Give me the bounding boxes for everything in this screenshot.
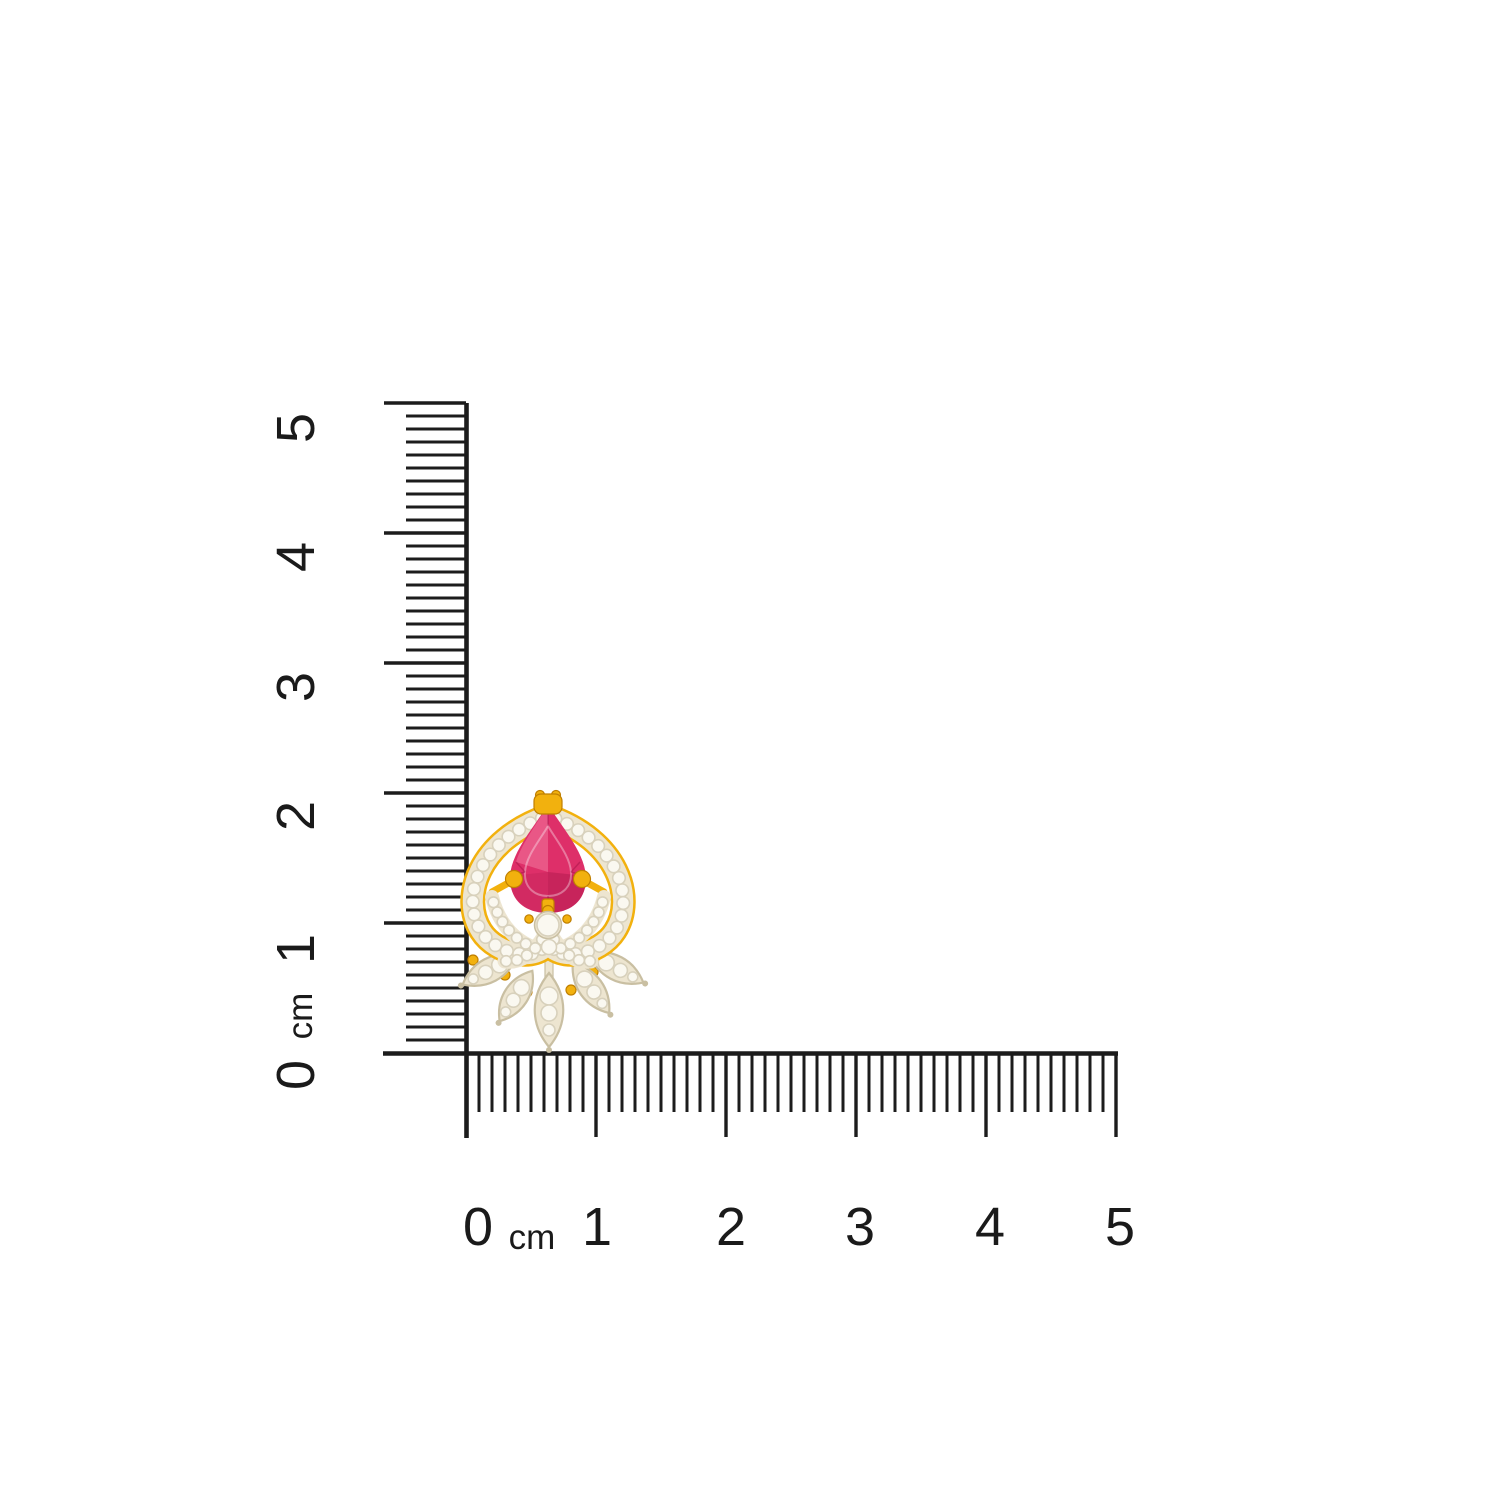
earring-photo [457,789,649,1053]
horizontal-ruler [383,1051,1118,1137]
vertical-ruler-label-1: 1 [266,933,326,965]
vertical-ruler-label-5: 5 [266,412,326,444]
horizontal-ruler-label-5: 5 [1104,1197,1136,1257]
horizontal-ruler-label-1: 1 [581,1197,613,1257]
petal-left [495,969,535,1026]
gold-prongs [504,789,592,918]
petal-bottom [533,971,565,1053]
petal-right [571,961,614,1018]
horizontal-ruler-unit-label: cm [508,1217,556,1257]
vertical-ruler [384,401,469,1138]
horizontal-ruler-label-3: 3 [844,1197,876,1257]
horizontal-ruler-label-2: 2 [715,1197,747,1257]
center-cz-stone [524,910,572,956]
vertical-ruler-label-4: 4 [266,541,326,573]
vertical-ruler-label-3: 3 [266,671,326,703]
horizontal-ruler-label-0: 0 [462,1197,494,1257]
horizontal-ruler-label-4: 4 [974,1197,1006,1257]
vertical-ruler-label-2: 2 [266,800,326,832]
